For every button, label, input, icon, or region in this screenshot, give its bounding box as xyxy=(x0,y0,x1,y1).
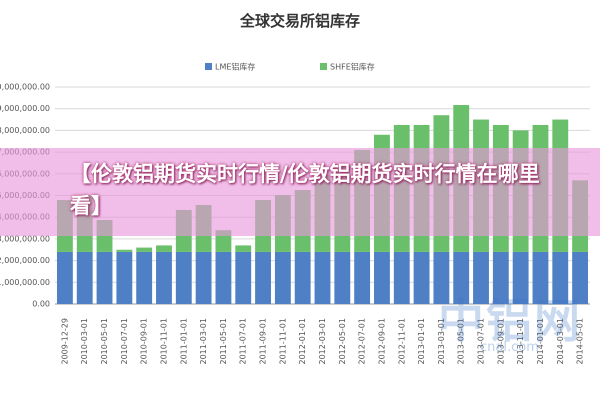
legend-swatch xyxy=(205,63,212,70)
x-tick-label: 2014-01-01 xyxy=(536,318,545,365)
x-tick-label: 2013-01-01 xyxy=(417,318,426,365)
x-tick-label: 2013-03-01 xyxy=(437,318,446,365)
bar xyxy=(136,247,153,252)
watermark: 中铝网 xyxy=(438,294,582,348)
x-tick-label: 2011-05-01 xyxy=(219,318,228,365)
bar xyxy=(374,251,390,304)
y-tick-label: 10,000,000.00 xyxy=(0,83,50,92)
bar xyxy=(255,251,271,304)
bar xyxy=(393,251,410,304)
bar xyxy=(354,251,371,304)
bar xyxy=(136,251,153,304)
banner xyxy=(0,148,600,236)
bar xyxy=(552,251,569,304)
x-tick-label: 2013-09-01 xyxy=(496,318,505,365)
chart-title: 全球交易所铝库存 xyxy=(239,12,360,30)
bar xyxy=(512,251,529,304)
y-tick-label: 1,000,000.00 xyxy=(0,278,50,287)
bar xyxy=(56,251,73,304)
bar xyxy=(532,251,549,304)
banner-text: 【伦敦铝期货实时行情/伦敦铝期货实时行情在哪里看】 xyxy=(70,162,540,218)
legend-label: LME铝库存 xyxy=(215,62,255,72)
bar xyxy=(473,251,489,304)
y-tick-label: 0.00 xyxy=(32,300,50,309)
bar xyxy=(175,251,192,304)
bar xyxy=(195,251,212,304)
x-tick-label: 2011-03-01 xyxy=(199,318,208,365)
bar xyxy=(314,251,331,304)
bar xyxy=(274,251,291,304)
y-tick-label: 2,000,000.00 xyxy=(0,256,50,265)
legend-label: SHFE铝库存 xyxy=(330,62,375,72)
x-tick-label: 2013-05-01 xyxy=(457,318,466,365)
x-tick-label: 2011-09-01 xyxy=(259,318,268,365)
x-tick-label: 2012-11-01 xyxy=(397,318,406,365)
bar xyxy=(572,251,589,304)
bar xyxy=(116,249,133,252)
bar xyxy=(235,245,252,252)
y-tick-label: 9,000,000.00 xyxy=(0,104,50,113)
x-tick-label: 2010-09-01 xyxy=(140,318,149,365)
x-tick-label: 2011-11-01 xyxy=(278,318,287,365)
x-tick-label: 2014-03-01 xyxy=(556,318,565,365)
legend-swatch xyxy=(320,63,327,70)
watermark-sub: cnal.com xyxy=(480,340,539,355)
bar xyxy=(156,245,172,252)
bar xyxy=(96,251,113,304)
bar xyxy=(294,251,311,304)
bar xyxy=(215,251,232,304)
x-tick-label: 2012-03-01 xyxy=(318,318,327,365)
bar xyxy=(453,251,470,304)
x-tick-label: 2010-03-01 xyxy=(80,318,89,365)
x-tick-label: 2010-07-01 xyxy=(120,318,129,365)
x-tick-label: 2010-11-01 xyxy=(159,318,168,365)
x-tick-label: 2011-07-01 xyxy=(239,318,248,365)
bar xyxy=(492,251,509,304)
x-tick-label: 2012-05-01 xyxy=(338,318,347,365)
bar xyxy=(116,251,133,304)
x-tick-label: 2012-01-01 xyxy=(298,318,307,365)
bar xyxy=(433,251,450,304)
x-tick-label: 2011-01-01 xyxy=(179,318,188,365)
x-tick-label: 2009-12-29 xyxy=(60,318,69,365)
bar xyxy=(235,251,252,304)
y-tick-label: 3,000,000.00 xyxy=(0,234,50,243)
x-tick-label: 2013-11-01 xyxy=(516,318,525,365)
bar xyxy=(76,251,93,304)
bar xyxy=(413,251,430,304)
y-tick-label: 8,000,000.00 xyxy=(0,126,50,135)
x-tick-label: 2014-05-01 xyxy=(576,318,585,365)
x-tick-label: 2010-05-01 xyxy=(100,318,109,365)
bar xyxy=(156,251,172,304)
x-tick-label: 2012-09-01 xyxy=(377,318,386,365)
bar xyxy=(334,251,351,304)
x-tick-label: 2013-07-01 xyxy=(477,318,486,365)
x-tick-label: 2012-07-01 xyxy=(358,318,367,365)
